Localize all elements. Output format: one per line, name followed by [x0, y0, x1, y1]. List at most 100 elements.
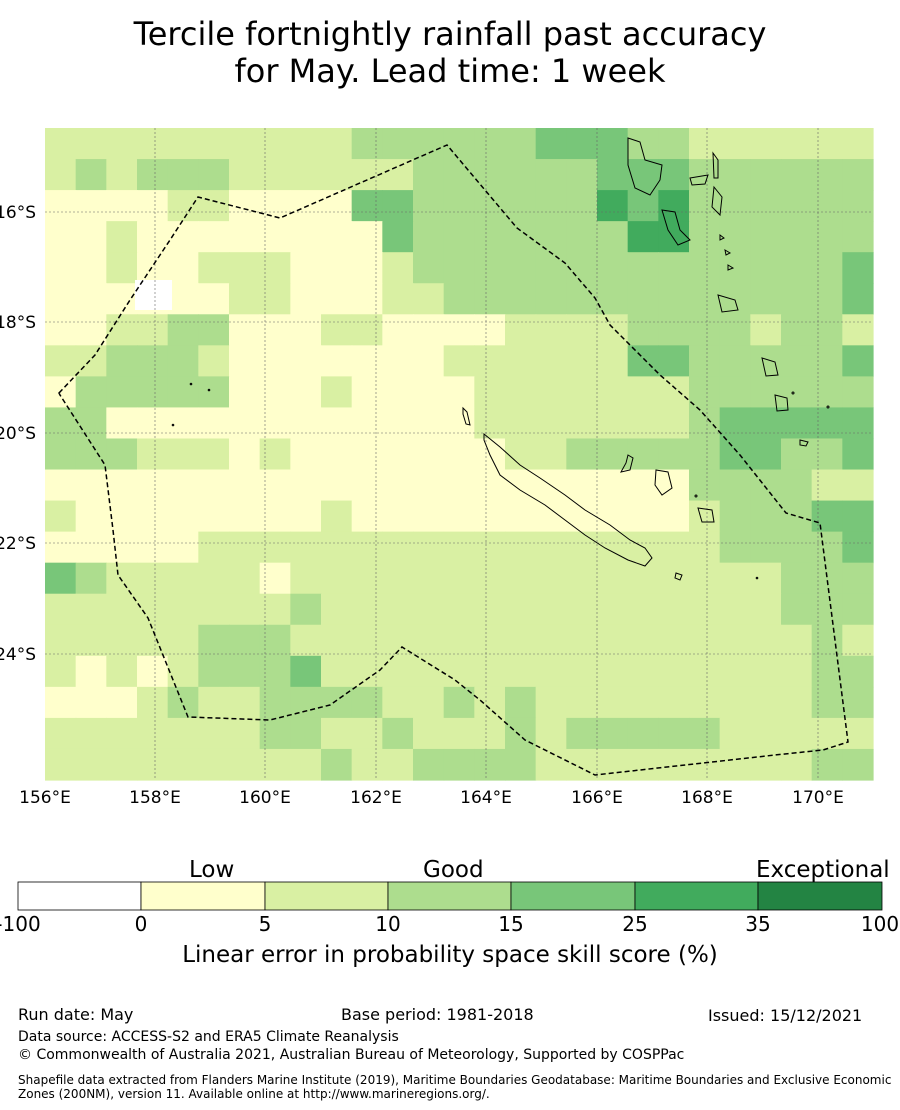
skill-cell	[137, 624, 169, 657]
skill-cell	[689, 500, 721, 533]
skill-cell	[443, 438, 475, 471]
data-source: Data source: ACCESS-S2 and ERA5 Climate …	[18, 1029, 399, 1045]
skill-cell	[45, 190, 77, 222]
skill-cell	[75, 159, 107, 191]
skill-cell	[382, 407, 414, 440]
skill-cell	[137, 469, 169, 502]
skill-cell	[137, 159, 169, 191]
map-gridlines	[45, 128, 873, 780]
skill-cell	[719, 717, 751, 750]
loyalty-island-ouvea	[620, 454, 634, 473]
skill-cell	[106, 655, 138, 688]
skill-cell	[842, 469, 874, 502]
skill-cell	[658, 686, 690, 719]
skill-cell	[781, 500, 813, 533]
colorbar-tick-label: 5	[258, 912, 272, 936]
skill-cell	[290, 655, 322, 688]
skill-cell	[750, 562, 782, 595]
skill-cell	[689, 655, 721, 688]
skill-cell	[842, 252, 874, 284]
island-erromango	[799, 439, 809, 447]
skill-cell	[351, 314, 383, 346]
skill-cell	[229, 438, 261, 471]
skill-cell	[75, 469, 107, 502]
skill-cell	[474, 748, 506, 781]
islet-5	[826, 405, 830, 409]
skill-cell	[750, 190, 782, 222]
skill-cell	[535, 655, 567, 688]
skill-cell	[474, 159, 506, 191]
skill-cell	[566, 376, 598, 409]
skill-cell	[505, 159, 537, 191]
skill-cell	[750, 159, 782, 191]
skill-cell	[167, 159, 199, 191]
colorbar-tick-label: 15	[498, 912, 524, 936]
skill-cell	[474, 624, 506, 657]
skill-cell	[413, 624, 445, 657]
skill-cell	[535, 500, 567, 533]
skill-cell	[535, 562, 567, 595]
skill-cell	[566, 562, 598, 595]
y-tick-label: 22°S	[0, 534, 36, 554]
skill-cell	[75, 748, 107, 781]
skill-cell	[321, 221, 353, 253]
skill-cell	[781, 562, 813, 595]
skill-cell	[229, 221, 261, 253]
skill-cell	[627, 407, 659, 440]
skill-cell	[750, 655, 782, 688]
skill-cell	[229, 717, 261, 750]
skill-cell	[413, 438, 445, 471]
skill-cell	[566, 314, 598, 346]
skill-cell	[474, 686, 506, 719]
skill-cell	[413, 159, 445, 191]
skill-cell	[535, 593, 567, 626]
skill-cell	[505, 686, 537, 719]
skill-cell	[45, 345, 77, 377]
skill-cell	[229, 686, 261, 719]
skill-cell	[106, 345, 138, 377]
skill-cell	[689, 686, 721, 719]
skill-cell	[198, 593, 230, 626]
skill-cell	[290, 221, 322, 253]
skill-cell	[842, 438, 874, 471]
skill-cell	[198, 345, 230, 377]
colorbar-segment	[757, 881, 883, 911]
skill-cell	[566, 717, 598, 750]
colorbar-tick-label: 10	[375, 912, 401, 936]
skill-cell	[505, 252, 537, 284]
skill-cell	[106, 252, 138, 284]
skill-cell	[137, 314, 169, 346]
skill-cell	[382, 190, 414, 222]
skill-cell	[505, 345, 537, 377]
skill-cell	[505, 748, 537, 781]
skill-cell	[351, 686, 383, 719]
skill-cell	[198, 128, 230, 160]
skill-cell	[781, 376, 813, 409]
skill-cell	[290, 624, 322, 657]
skill-cell	[811, 438, 843, 471]
skill-cell	[750, 376, 782, 409]
skill-cell	[106, 283, 138, 315]
skill-cell	[535, 252, 567, 284]
colorbar-tick-label: 25	[622, 912, 648, 936]
skill-cell	[229, 500, 261, 533]
skill-cell	[597, 376, 629, 409]
skill-cell	[351, 190, 383, 222]
skill-cell	[443, 748, 475, 781]
skill-cell	[229, 252, 261, 284]
skill-cell	[597, 159, 629, 191]
skill-cell	[597, 252, 629, 284]
skill-cell	[106, 593, 138, 626]
skill-cell	[658, 221, 690, 253]
skill-cell	[75, 190, 107, 222]
skill-cell	[627, 655, 659, 688]
skill-cell	[382, 655, 414, 688]
skill-cell	[382, 748, 414, 781]
skill-cell	[75, 717, 107, 750]
skill-cell	[443, 469, 475, 502]
tanna-coastline	[761, 357, 779, 377]
skill-cell	[566, 159, 598, 191]
skill-cell	[198, 159, 230, 191]
skill-cell	[811, 500, 843, 533]
